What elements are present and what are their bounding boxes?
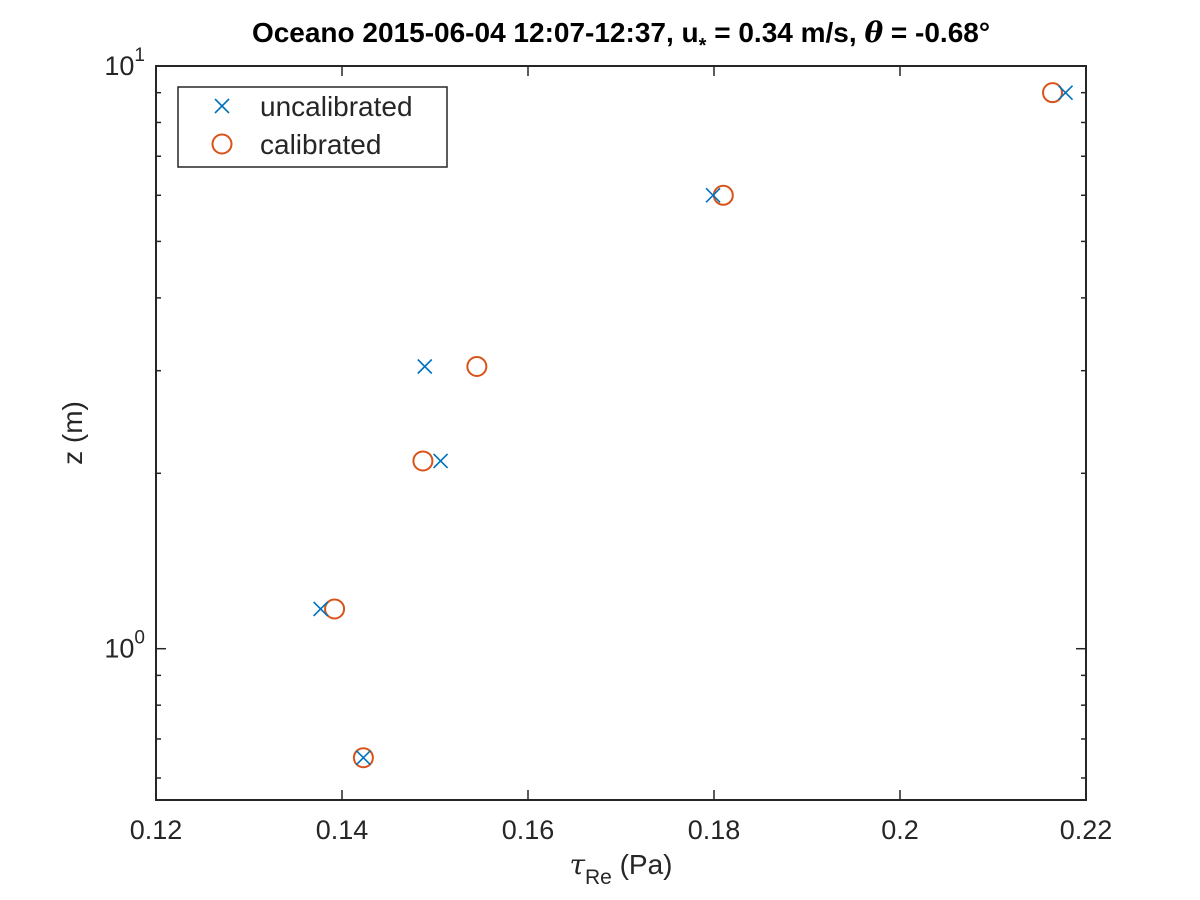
x-axis-title-unit: (Pa) (612, 849, 673, 880)
data-point-calibrated (412, 450, 434, 472)
legend-label-calibrated: calibrated (260, 129, 381, 160)
data-point-uncalibrated (1057, 85, 1074, 101)
x-tick-label: 0.14 (316, 815, 369, 845)
data-point-calibrated (324, 598, 346, 620)
title-prefix: Oceano 2015-06-04 12:07-12:37, u (252, 17, 699, 48)
legend-marker-uncalibrated (214, 98, 230, 114)
ticks-layer (155, 65, 1087, 800)
data-point-calibrated (466, 356, 488, 378)
data-point-uncalibrated (313, 601, 329, 617)
data-point-uncalibrated (355, 750, 371, 766)
legend-marker-symbol (214, 98, 230, 114)
x-tick-label: 0.22 (1060, 815, 1113, 845)
y-tick-label-exponent: 0 (134, 628, 145, 649)
x-tick-label: 0.2 (881, 815, 919, 845)
x-axis-title: τRe (Pa) (569, 848, 672, 889)
chart-title: Oceano 2015-06-04 12:07-12:37, u* = 0.34… (252, 16, 990, 57)
data-point-calibrated (1042, 82, 1064, 104)
data-point-uncalibrated (417, 358, 433, 375)
y-tick-label-base: 10 (104, 51, 134, 81)
x-axis-title-subscript: Re (585, 866, 612, 889)
y-tick-label: 100 (104, 628, 145, 664)
x-tick-label: 0.16 (502, 815, 555, 845)
plot-area-frame (155, 65, 1087, 801)
legend-label-uncalibrated: uncalibrated (260, 91, 413, 122)
x-tick-label: 0.12 (130, 815, 183, 845)
y-axis-title: z (m) (57, 401, 88, 465)
title-suffix: = -0.68° (883, 17, 990, 48)
data-point-calibrated (352, 747, 374, 769)
y-tick-label-exponent: 1 (134, 45, 145, 66)
x-tick-label: 0.18 (688, 815, 741, 845)
legend: uncalibrated calibrated (177, 86, 448, 168)
data-point-uncalibrated (705, 187, 721, 203)
y-tick-label: 101 (104, 45, 145, 81)
points-layer (313, 82, 1074, 769)
data-point-calibrated (712, 184, 734, 206)
title-ustar-subscript: * (699, 35, 707, 57)
legend-marker-calibrated (211, 133, 233, 155)
data-point-uncalibrated (433, 453, 449, 469)
title-theta: θ (864, 16, 883, 49)
x-axis-title-symbol: τ (569, 848, 585, 881)
legend-marker-symbol (211, 133, 233, 155)
y-tick-label-base: 10 (104, 634, 134, 664)
title-middle: = 0.34 m/s, (706, 17, 864, 48)
